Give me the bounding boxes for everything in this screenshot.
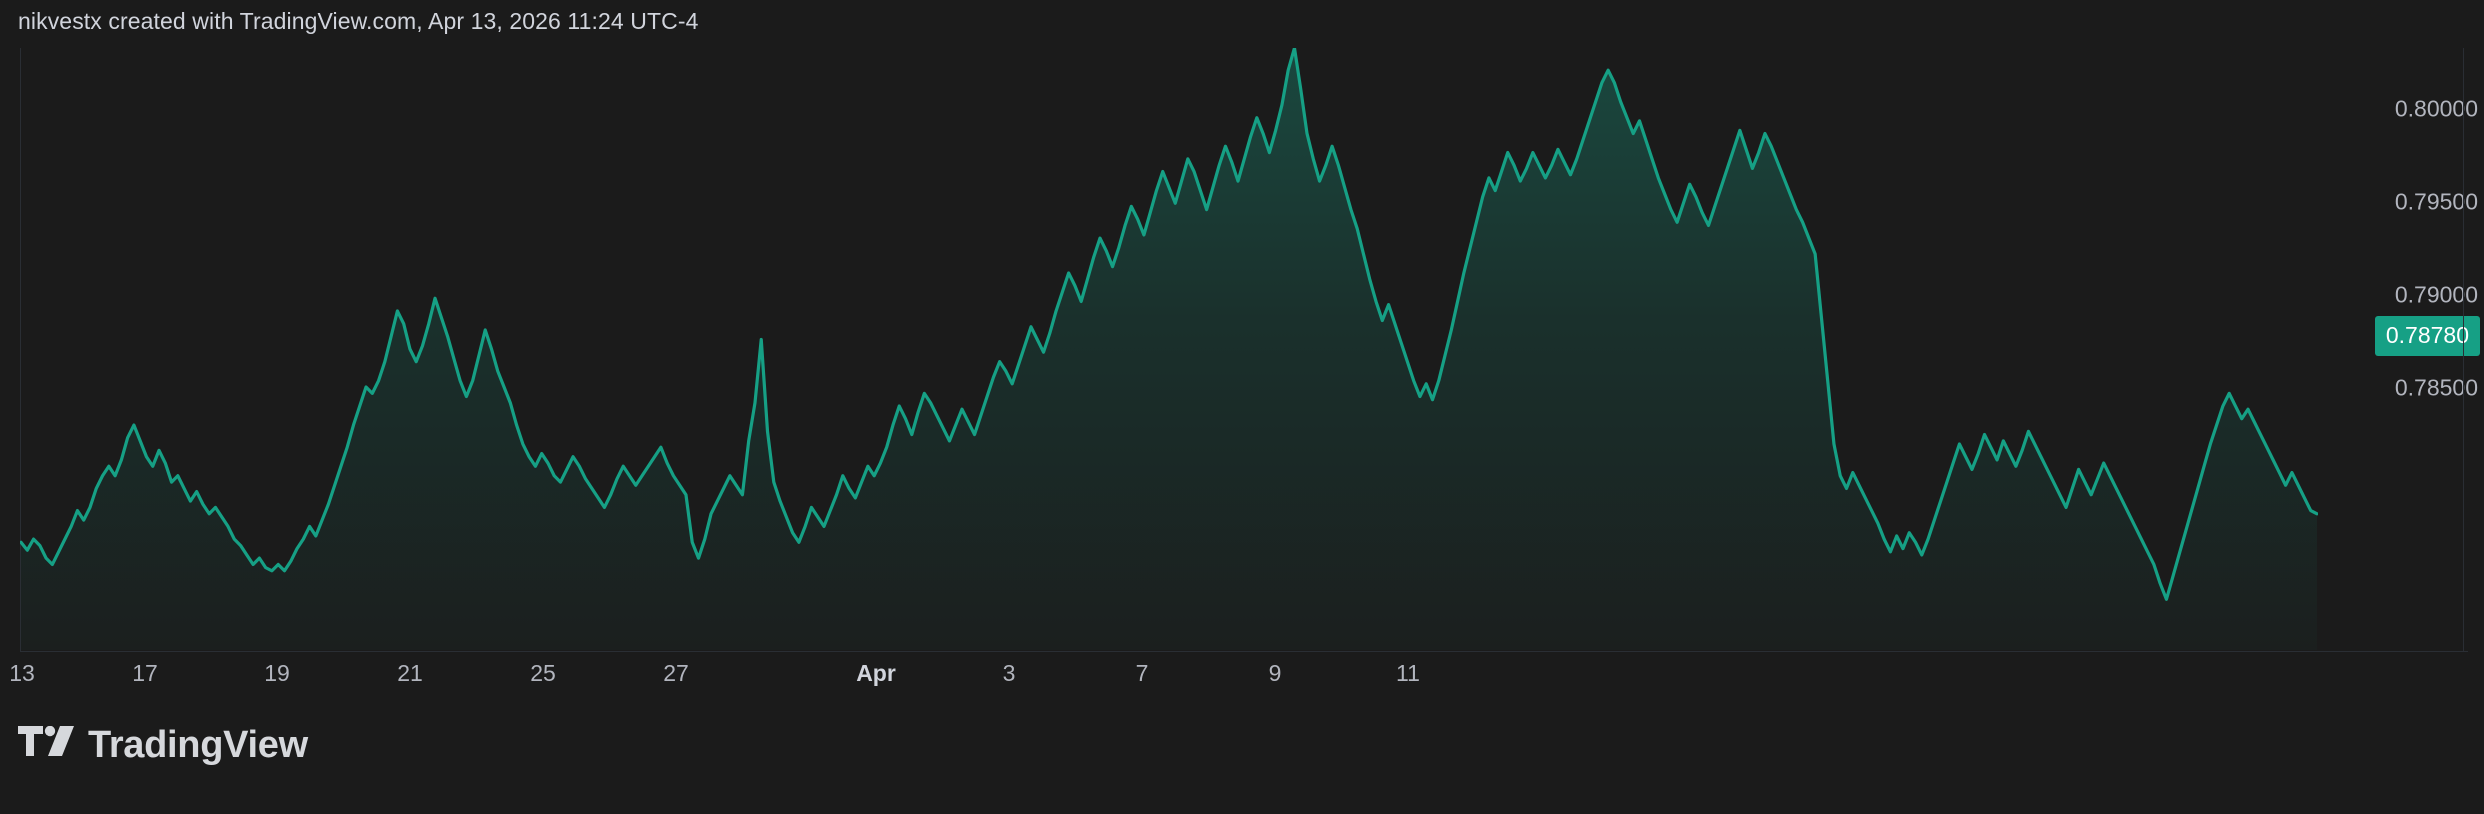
price-tick-0: 0.80000 bbox=[2394, 95, 2478, 122]
price-tick-2: 0.79000 bbox=[2394, 281, 2478, 308]
price-axis-divider bbox=[2463, 48, 2464, 652]
current-price-badge[interactable]: 0.78780 bbox=[2374, 316, 2480, 356]
tradingview-wordmark: TradingView bbox=[88, 724, 308, 766]
time-tick-4: 25 bbox=[530, 660, 556, 686]
attribution-text: nikvestx created with TradingView.com, A… bbox=[18, 8, 699, 34]
time-tick-9: 9 bbox=[1268, 660, 1282, 686]
time-tick-10: 11 bbox=[1396, 660, 1420, 686]
time-tick-7: 3 bbox=[1002, 660, 1016, 686]
time-tick-6: Apr bbox=[856, 660, 896, 686]
price-line bbox=[20, 48, 2318, 601]
price-tick-1: 0.79500 bbox=[2394, 188, 2478, 215]
time-tick-5: 27 bbox=[663, 660, 689, 686]
tradingview-branding[interactable]: TradingView bbox=[18, 726, 308, 764]
price-tick-3: 0.78500 bbox=[2394, 374, 2478, 401]
time-tick-2: 19 bbox=[264, 660, 290, 686]
time-tick-0: 13 bbox=[9, 660, 35, 686]
price-axis[interactable]: 0.80000 0.79500 0.79000 0.78500 0.78780 bbox=[2318, 48, 2484, 652]
price-area-fill bbox=[21, 48, 2317, 650]
tradingview-logo-icon bbox=[18, 726, 74, 756]
time-tick-1: 17 bbox=[132, 660, 158, 686]
price-chart-plot-area[interactable] bbox=[20, 48, 2318, 650]
time-axis[interactable]: 13 17 19 21 25 27 Apr 3 7 9 11 bbox=[0, 652, 2484, 708]
time-tick-8: 7 bbox=[1135, 660, 1149, 686]
price-area-series bbox=[20, 48, 2318, 650]
time-tick-3: 21 bbox=[397, 660, 423, 686]
chart-plot-frame bbox=[20, 48, 2468, 652]
